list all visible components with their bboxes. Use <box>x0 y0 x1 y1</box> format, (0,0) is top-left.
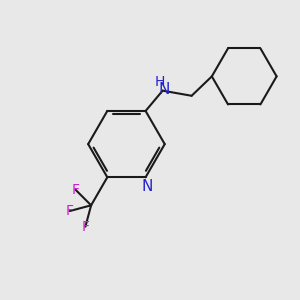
Text: F: F <box>71 183 80 197</box>
Text: N: N <box>141 179 153 194</box>
Text: F: F <box>66 204 74 218</box>
Text: F: F <box>81 220 89 234</box>
Text: N: N <box>158 82 170 97</box>
Text: H: H <box>154 75 165 89</box>
